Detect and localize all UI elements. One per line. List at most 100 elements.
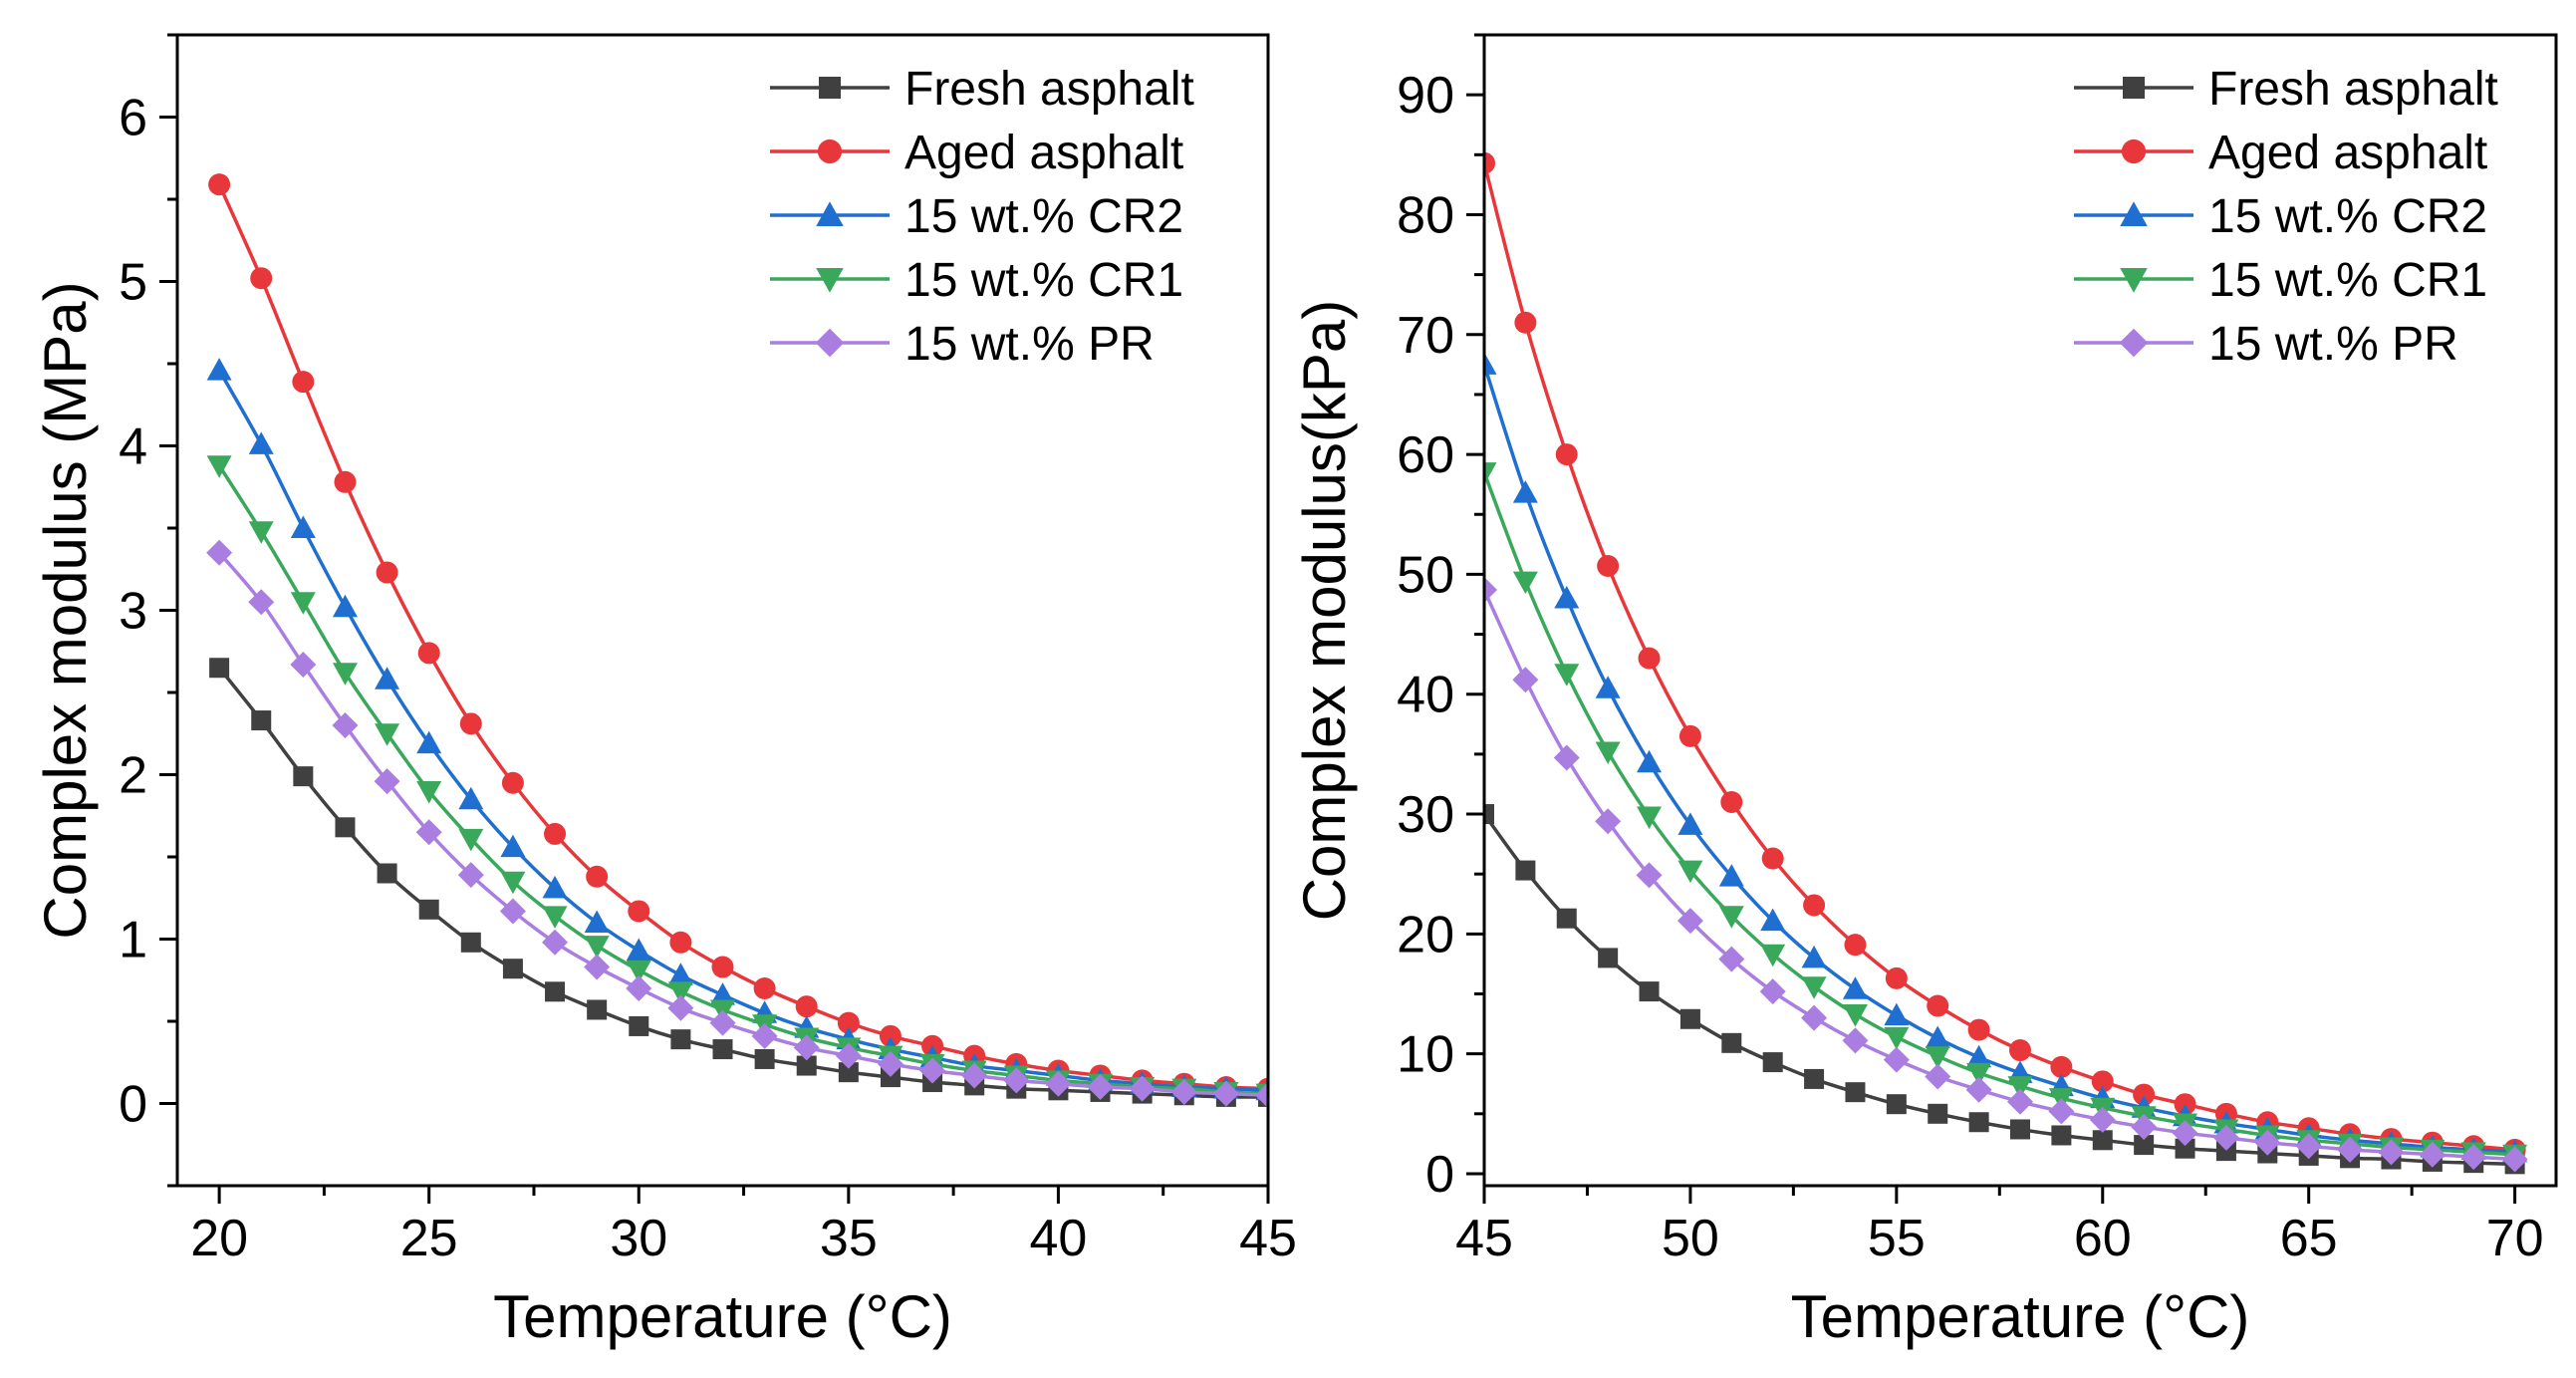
- x-tick-label-5: 40: [1030, 1210, 1088, 1267]
- data-point-2-7: [459, 712, 482, 735]
- legend-marker-2: [2121, 138, 2147, 164]
- data-point-1-17: [880, 1067, 901, 1088]
- data-point-2-15: [795, 995, 818, 1018]
- data-point-4-3: [290, 592, 316, 615]
- data-point-1-10: [1845, 1082, 1866, 1103]
- data-point-2-13: [1967, 1018, 1990, 1041]
- data-point-1-2: [1515, 860, 1536, 881]
- data-point-2-12: [669, 931, 692, 954]
- data-point-2-17: [2133, 1083, 2156, 1106]
- data-point-1-6: [418, 899, 439, 920]
- data-point-3-10: [584, 910, 610, 933]
- data-point-5-8: [499, 898, 526, 925]
- data-point-1-18: [2175, 1138, 2195, 1159]
- data-point-5-5: [374, 768, 400, 795]
- data-point-4-12: [1925, 1046, 1950, 1069]
- data-point-1-9: [545, 981, 566, 1002]
- data-point-5-12: [667, 994, 694, 1021]
- data-point-5-9: [542, 929, 569, 956]
- legend-marker-5: [815, 328, 845, 358]
- data-point-5-6: [415, 819, 442, 846]
- data-point-5-23: [1129, 1075, 1156, 1102]
- data-point-3-9: [1801, 945, 1827, 968]
- legend-label-5: 15 wt.% PR: [2208, 318, 2458, 371]
- legend-item-4: 15 wt.% CR1: [2074, 254, 2487, 307]
- data-point-5-21: [2295, 1133, 2322, 1160]
- data-point-2-16: [2091, 1070, 2114, 1093]
- data-point-5-5: [1636, 862, 1663, 889]
- data-point-5-1: [1484, 577, 1497, 604]
- data-point-1-10: [587, 999, 608, 1020]
- x-tick-label-4: 35: [820, 1210, 878, 1267]
- y-tick-label-6: 5: [119, 254, 147, 312]
- data-point-2-8: [501, 771, 524, 794]
- data-point-1-17: [2134, 1135, 2155, 1156]
- data-point-2-6: [1678, 724, 1701, 747]
- data-point-4-7: [458, 828, 484, 852]
- data-point-1-12: [1928, 1103, 1948, 1124]
- data-point-3-10: [1842, 976, 1868, 999]
- data-point-4-9: [542, 906, 568, 929]
- data-point-5-15: [793, 1034, 820, 1061]
- y-tick-label-8: 70: [1397, 307, 1454, 365]
- legend-label-3: 15 wt.% CR2: [2208, 190, 2487, 243]
- data-point-4-1: [206, 455, 232, 478]
- series-line-1: [1484, 812, 2515, 1167]
- data-point-5-2: [1512, 667, 1539, 693]
- plot-frame: [1482, 33, 2558, 1188]
- data-point-5-7: [1718, 946, 1745, 972]
- data-point-5-4: [332, 712, 359, 738]
- data-point-1-14: [754, 1048, 775, 1069]
- data-point-2-14: [2009, 1039, 2031, 1062]
- data-point-5-9: [1801, 1004, 1828, 1031]
- legend-label-2: Aged asphalt: [904, 127, 1183, 179]
- data-point-5-7: [457, 862, 484, 889]
- legend: Fresh asphalt Aged asphalt 15 wt.% CR2 15 w…: [2074, 63, 2498, 371]
- data-point-3-6: [416, 730, 442, 754]
- data-point-5-23: [2378, 1139, 2405, 1166]
- data-point-3-4: [332, 594, 358, 618]
- data-point-1-1: [1484, 804, 1494, 825]
- data-point-3-5: [1637, 749, 1663, 773]
- data-point-3-1: [206, 358, 232, 381]
- legend-marker-4: [816, 268, 844, 293]
- y-tick-label-1: 0: [119, 1076, 147, 1134]
- data-point-3-9: [542, 875, 568, 899]
- data-point-4-9: [1801, 976, 1827, 999]
- data-point-2-8: [1761, 847, 1784, 870]
- data-point-1-14: [2010, 1119, 2030, 1140]
- legend-item-5: 15 wt.% PR: [770, 318, 1155, 371]
- data-point-5-22: [2337, 1136, 2364, 1163]
- data-point-4-10: [1842, 1003, 1868, 1027]
- legend-label-1: Fresh asphalt: [2208, 63, 2498, 116]
- data-point-5-16: [835, 1042, 862, 1069]
- data-point-3-8: [500, 834, 526, 858]
- data-point-2-15: [2050, 1055, 2073, 1078]
- x-axis-title: Temperature (°C): [493, 1283, 952, 1350]
- data-point-5-17: [877, 1050, 903, 1077]
- x-axis-title: Temperature (°C): [1791, 1283, 2250, 1350]
- data-point-2-10: [1844, 934, 1867, 957]
- x-tick-label-1: 45: [1455, 1210, 1513, 1267]
- legend-marker-1: [819, 77, 841, 99]
- data-point-4-1: [1484, 462, 1497, 485]
- data-point-5-2: [248, 589, 275, 616]
- series-line-1: [217, 667, 1268, 1099]
- y-tick-label-7: 6: [119, 90, 147, 147]
- data-point-3-6: [1677, 812, 1703, 835]
- y-tick-label-4: 3: [119, 583, 147, 641]
- data-point-5-25: [2460, 1144, 2487, 1171]
- data-point-2-5: [376, 561, 398, 584]
- data-point-4-13: [1966, 1062, 1992, 1086]
- data-point-2-13: [711, 956, 734, 978]
- legend-item-1: Fresh asphalt: [2074, 63, 2498, 116]
- data-point-2-2: [1514, 311, 1537, 334]
- data-point-4-6: [1677, 860, 1703, 884]
- legend-label-2: Aged asphalt: [2208, 127, 2487, 179]
- series-line-5: [217, 551, 1268, 1097]
- legend-item-3: 15 wt.% CR2: [2074, 190, 2487, 243]
- data-point-3-2: [1512, 480, 1538, 503]
- data-point-2-1: [1484, 151, 1495, 174]
- y-tick-label-7: 60: [1397, 426, 1454, 484]
- data-point-1-2: [251, 710, 272, 731]
